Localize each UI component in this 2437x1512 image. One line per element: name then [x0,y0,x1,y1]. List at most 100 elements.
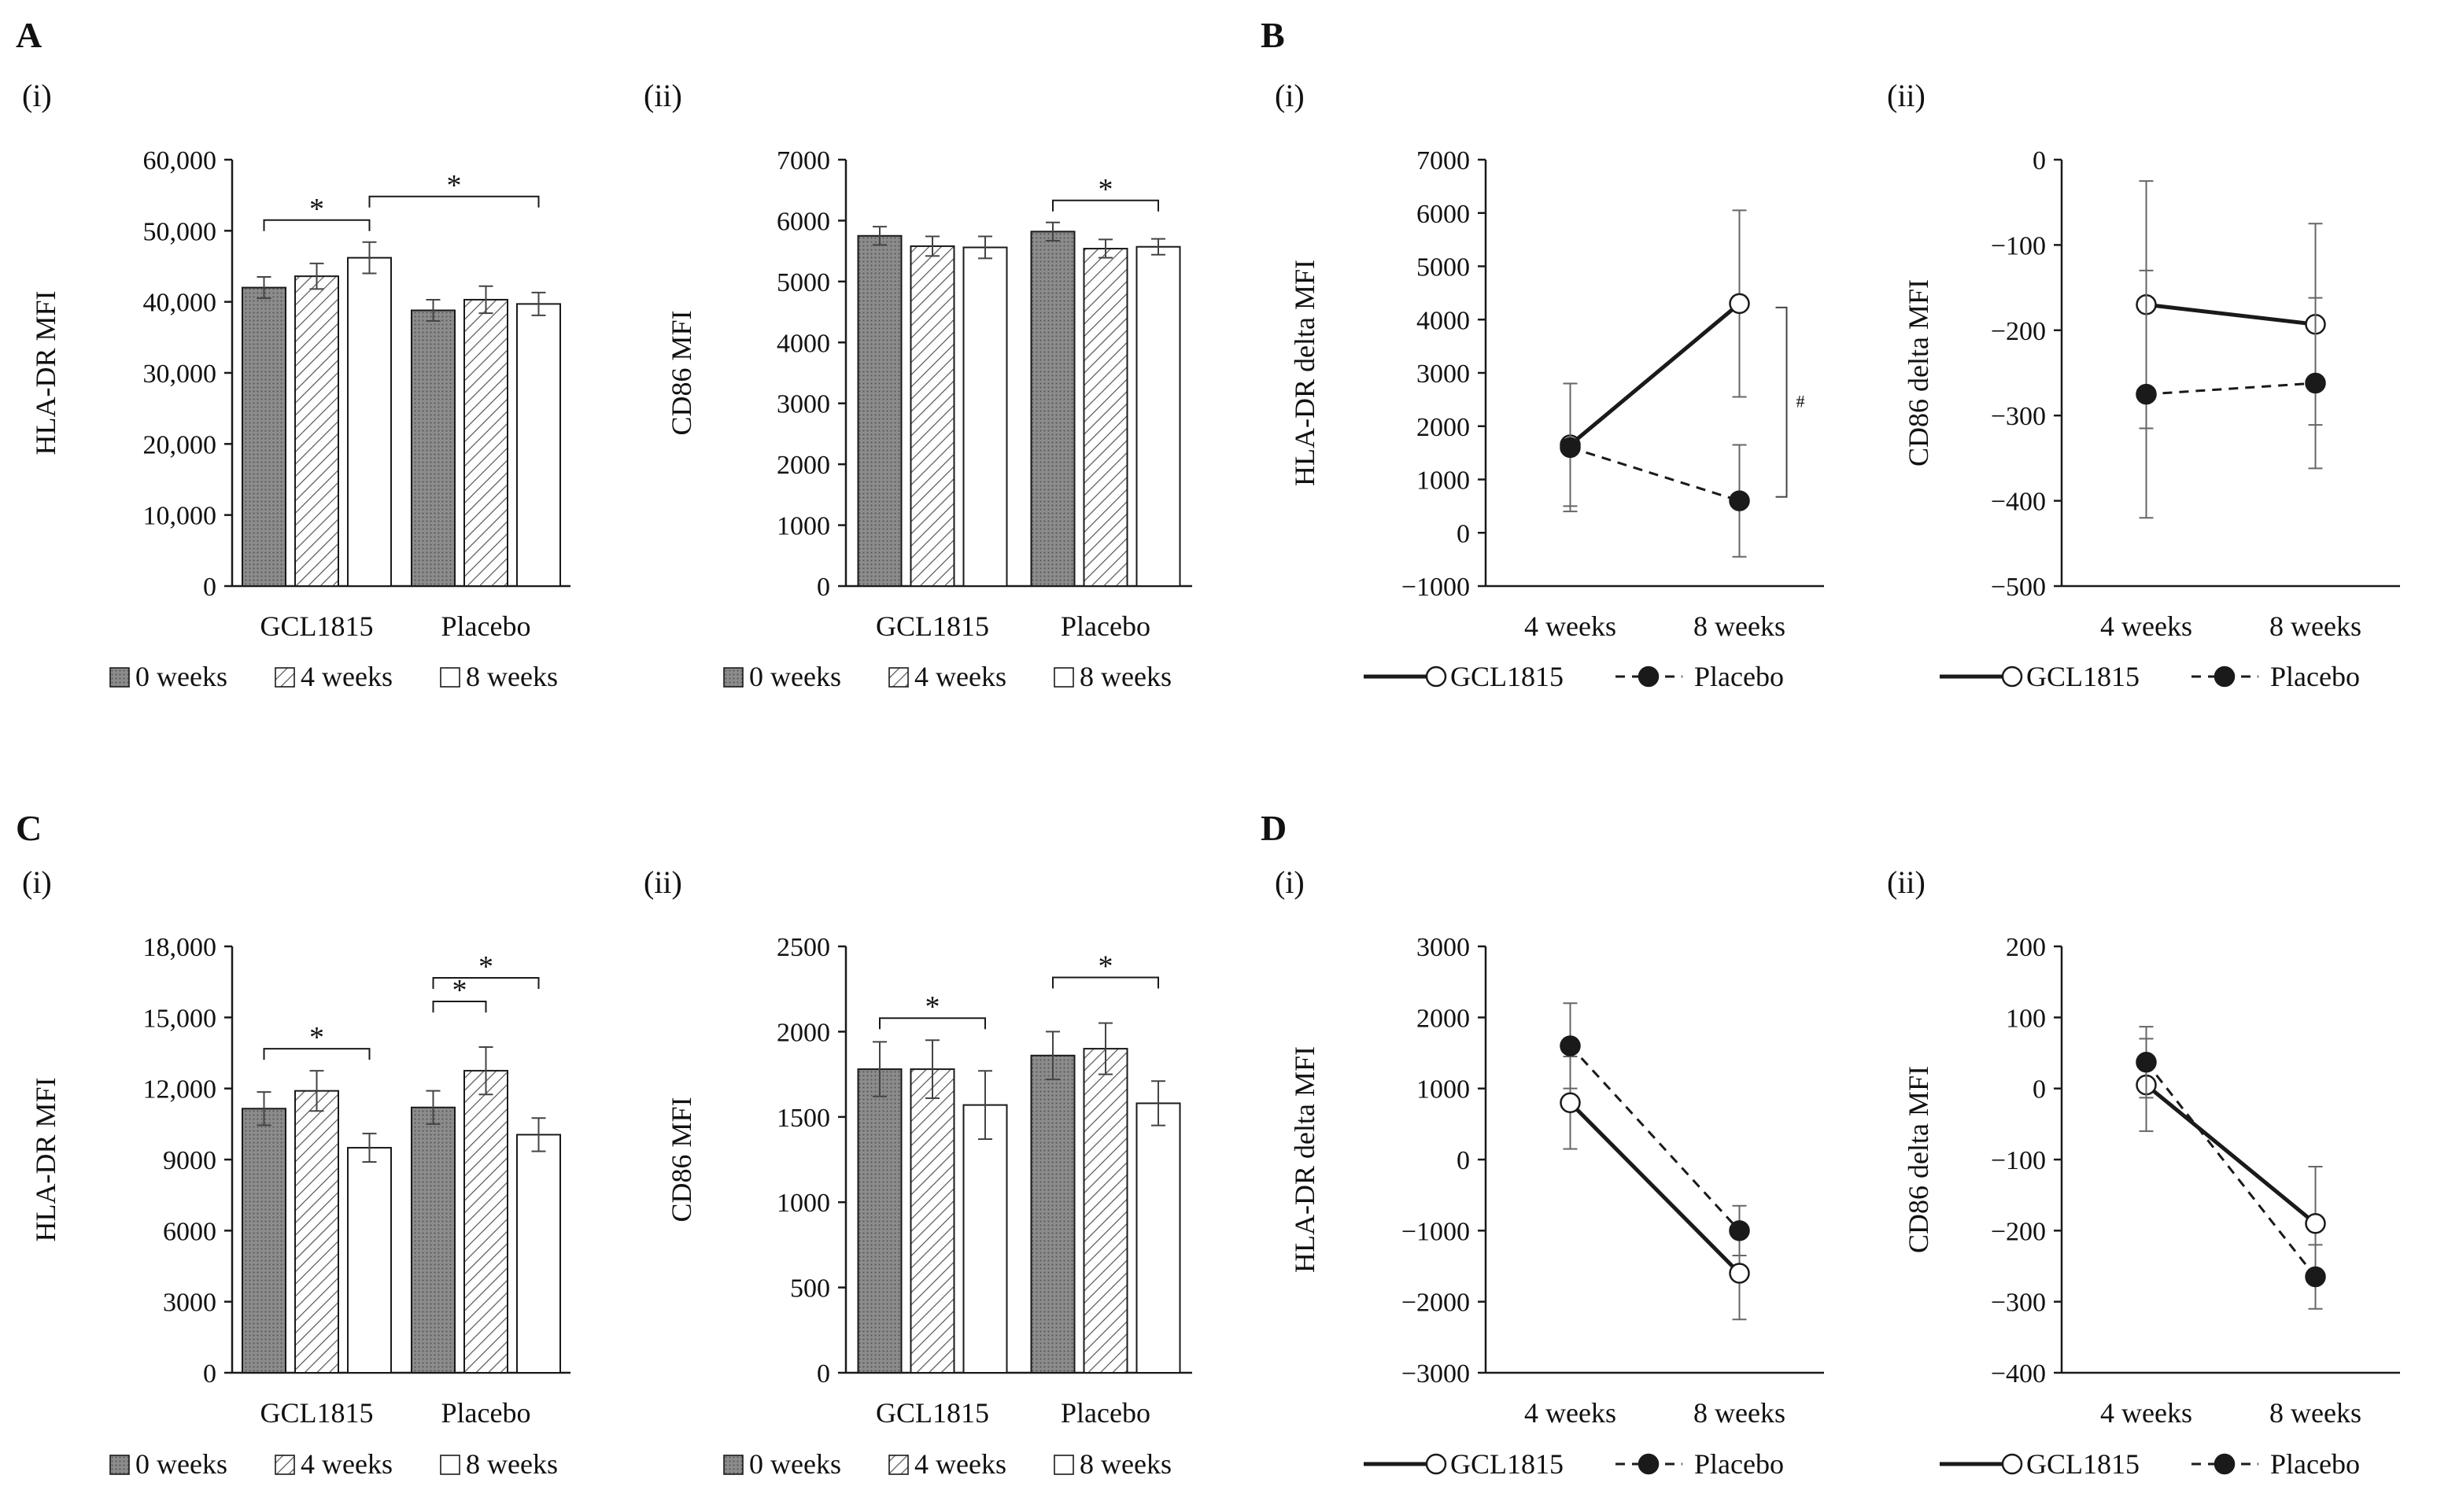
y-tick-label: 2000 [1416,1004,1470,1033]
bar-gcl1815-8-weeks [962,1104,1008,1374]
y-tick-label: 10,000 [143,502,217,531]
significance-bracket [432,1000,487,1012]
sub-panel-label: (ii) [1887,865,1926,900]
y-tick-label: 0 [1457,1146,1470,1175]
y-tick-label: −100 [1991,1146,2046,1175]
legend-label-4-weeks: 4 weeks [914,1448,1006,1480]
y-tick-label: 7000 [1416,146,1470,175]
y-tick-label: 30,000 [143,360,217,389]
y-tick-label: 1000 [777,1189,830,1218]
bar-gcl1815-4-weeks [910,245,955,587]
significance-marker: * [309,1021,324,1054]
significance-bracket [879,1017,986,1030]
y-tick-label: 5000 [1416,253,1470,282]
y-tick-label: 5000 [777,268,830,297]
x-category-label-4-weeks: 4 weeks [2100,610,2192,642]
bar-placebo-8-weeks [1135,245,1181,587]
y-tick-label: 3000 [1416,360,1470,389]
x-category-label-placebo: Placebo [441,610,531,642]
y-tick-label: 3000 [163,1289,216,1318]
y-tick-label: 20,000 [143,430,217,459]
y-tick-label: 0 [2033,146,2046,175]
x-category-label-8-weeks: 8 weeks [1693,610,1785,642]
data-point-gcl1815-4-weeks [1560,1092,1581,1113]
chart-cd86-delta: −500 −400 −300 −200 −100 0 CD86 delta MFI (ii) 4… [1887,78,2400,692]
y-axis-label: HLA-DR MFI [30,1077,61,1241]
series-line-gcl1815 [1568,302,1741,447]
bar-placebo-8-weeks [1135,1102,1181,1374]
significance-marker: * [309,193,324,226]
legend-label-gcl1815: GCL1815 [2026,1448,2140,1480]
y-tick-label: −2000 [1401,1289,1470,1318]
x-category-label-gcl1815: GCL1815 [260,610,374,642]
y-tick-label: −1000 [1401,1217,1470,1246]
y-tick-label: 2000 [1416,413,1470,442]
x-category-label-8-weeks: 8 weeks [2269,610,2361,642]
legend-swatch-4-weeks [275,1455,295,1475]
significance-bracket [1052,976,1159,989]
legend-swatch-8-weeks [1054,667,1074,688]
bar-gcl1815-8-weeks [962,246,1008,587]
y-axis-label: CD86 MFI [666,310,697,435]
chart-cd86-mfi-week: 0 1000 2000 3000 4000 5000 6000 7000 CD86 MFI (ii… [644,78,1192,692]
legend-label-4-weeks: 4 weeks [914,661,1006,692]
x-category-label-gcl1815: GCL1815 [876,610,989,642]
legend-label-0-weeks: 0 weeks [135,1448,227,1480]
x-category-label-8-weeks: 8 weeks [1693,1397,1785,1429]
x-category-label-placebo: Placebo [1061,610,1150,642]
legend-marker-placebo [2214,1453,2236,1475]
chart-hla-dr-mfi-week: 0 10,000 20,000 30,000 40,000 50,000 60,000 HLA… [22,78,570,692]
data-point-placebo-8-weeks [1729,490,1750,511]
y-tick-label: −1000 [1401,573,1470,602]
bar-gcl1815-4-weeks [910,1068,955,1374]
bar-placebo-8-weeks [516,1134,561,1374]
data-point-gcl1815-8-weeks [1729,293,1750,315]
legend-swatch-4-weeks [888,667,909,688]
legend-label-placebo: Placebo [2270,661,2360,692]
sub-panel-label: (i) [1275,865,1305,900]
y-tick-label: −100 [1991,231,2046,260]
y-axis-label: CD86 MFI [666,1097,697,1222]
legend-label-0-weeks: 0 weeks [749,1448,841,1480]
legend-label-8-weeks: 8 weeks [1080,1448,1172,1480]
legend-swatch-4-weeks [888,1455,909,1475]
significance-marker: * [452,974,467,1007]
y-axis-label: HLA-DR delta MFI [1289,1046,1320,1273]
y-tick-label: 1000 [777,512,830,541]
x-category-label-gcl1815: GCL1815 [876,1397,989,1429]
legend-label-gcl1815: GCL1815 [1450,661,1564,692]
x-category-label-placebo: Placebo [1061,1397,1150,1429]
legend-label-gcl1815: GCL1815 [1450,1448,1564,1480]
series-line-gcl1815 [2144,1083,2317,1226]
y-tick-label: 0 [817,1359,830,1388]
y-tick-label: 6000 [1416,200,1470,229]
data-point-placebo-4-weeks [2136,383,2157,405]
significance-bracket [1052,199,1159,212]
bar-gcl1815-0-weeks [242,1108,286,1374]
y-tick-label: 60,000 [143,146,217,175]
y-tick-label: 15,000 [143,1004,217,1033]
legend-swatch-0-weeks [109,667,130,688]
y-tick-label: 200 [2006,933,2046,962]
legend-label-8-weeks: 8 weeks [466,661,558,692]
y-tick-label: 6000 [777,207,830,236]
y-tick-label: 0 [203,1359,216,1388]
legend-swatch-0-weeks [109,1455,130,1475]
legend-swatch-8-weeks [1054,1455,1074,1475]
bar-gcl1815-0-weeks [857,1068,903,1374]
bar-placebo-4-weeks [1083,1048,1128,1374]
chart-hla-dr-mfi-second: 0 3000 6000 9000 12,000 15,000 18,000 HLA-DR MF… [22,865,570,1480]
y-tick-label: 3000 [777,390,830,419]
data-point-placebo-4-weeks [2136,1051,2157,1073]
y-tick-label: 6000 [163,1217,216,1246]
x-category-label-8-weeks: 8 weeks [2269,1397,2361,1429]
legend-marker-gcl1815 [1425,666,1447,688]
significance-marker: * [478,950,493,983]
y-axis-label: HLA-DR delta MFI [1289,260,1320,486]
bar-gcl1815-4-weeks [294,1090,339,1374]
legend-marker-placebo [1638,1453,1660,1475]
legend-label-placebo: Placebo [2270,1448,2360,1480]
data-point-gcl1815-8-weeks [1729,1263,1750,1284]
legend-label-0-weeks: 0 weeks [749,661,841,692]
panel-letter-d: D [1261,808,1287,848]
